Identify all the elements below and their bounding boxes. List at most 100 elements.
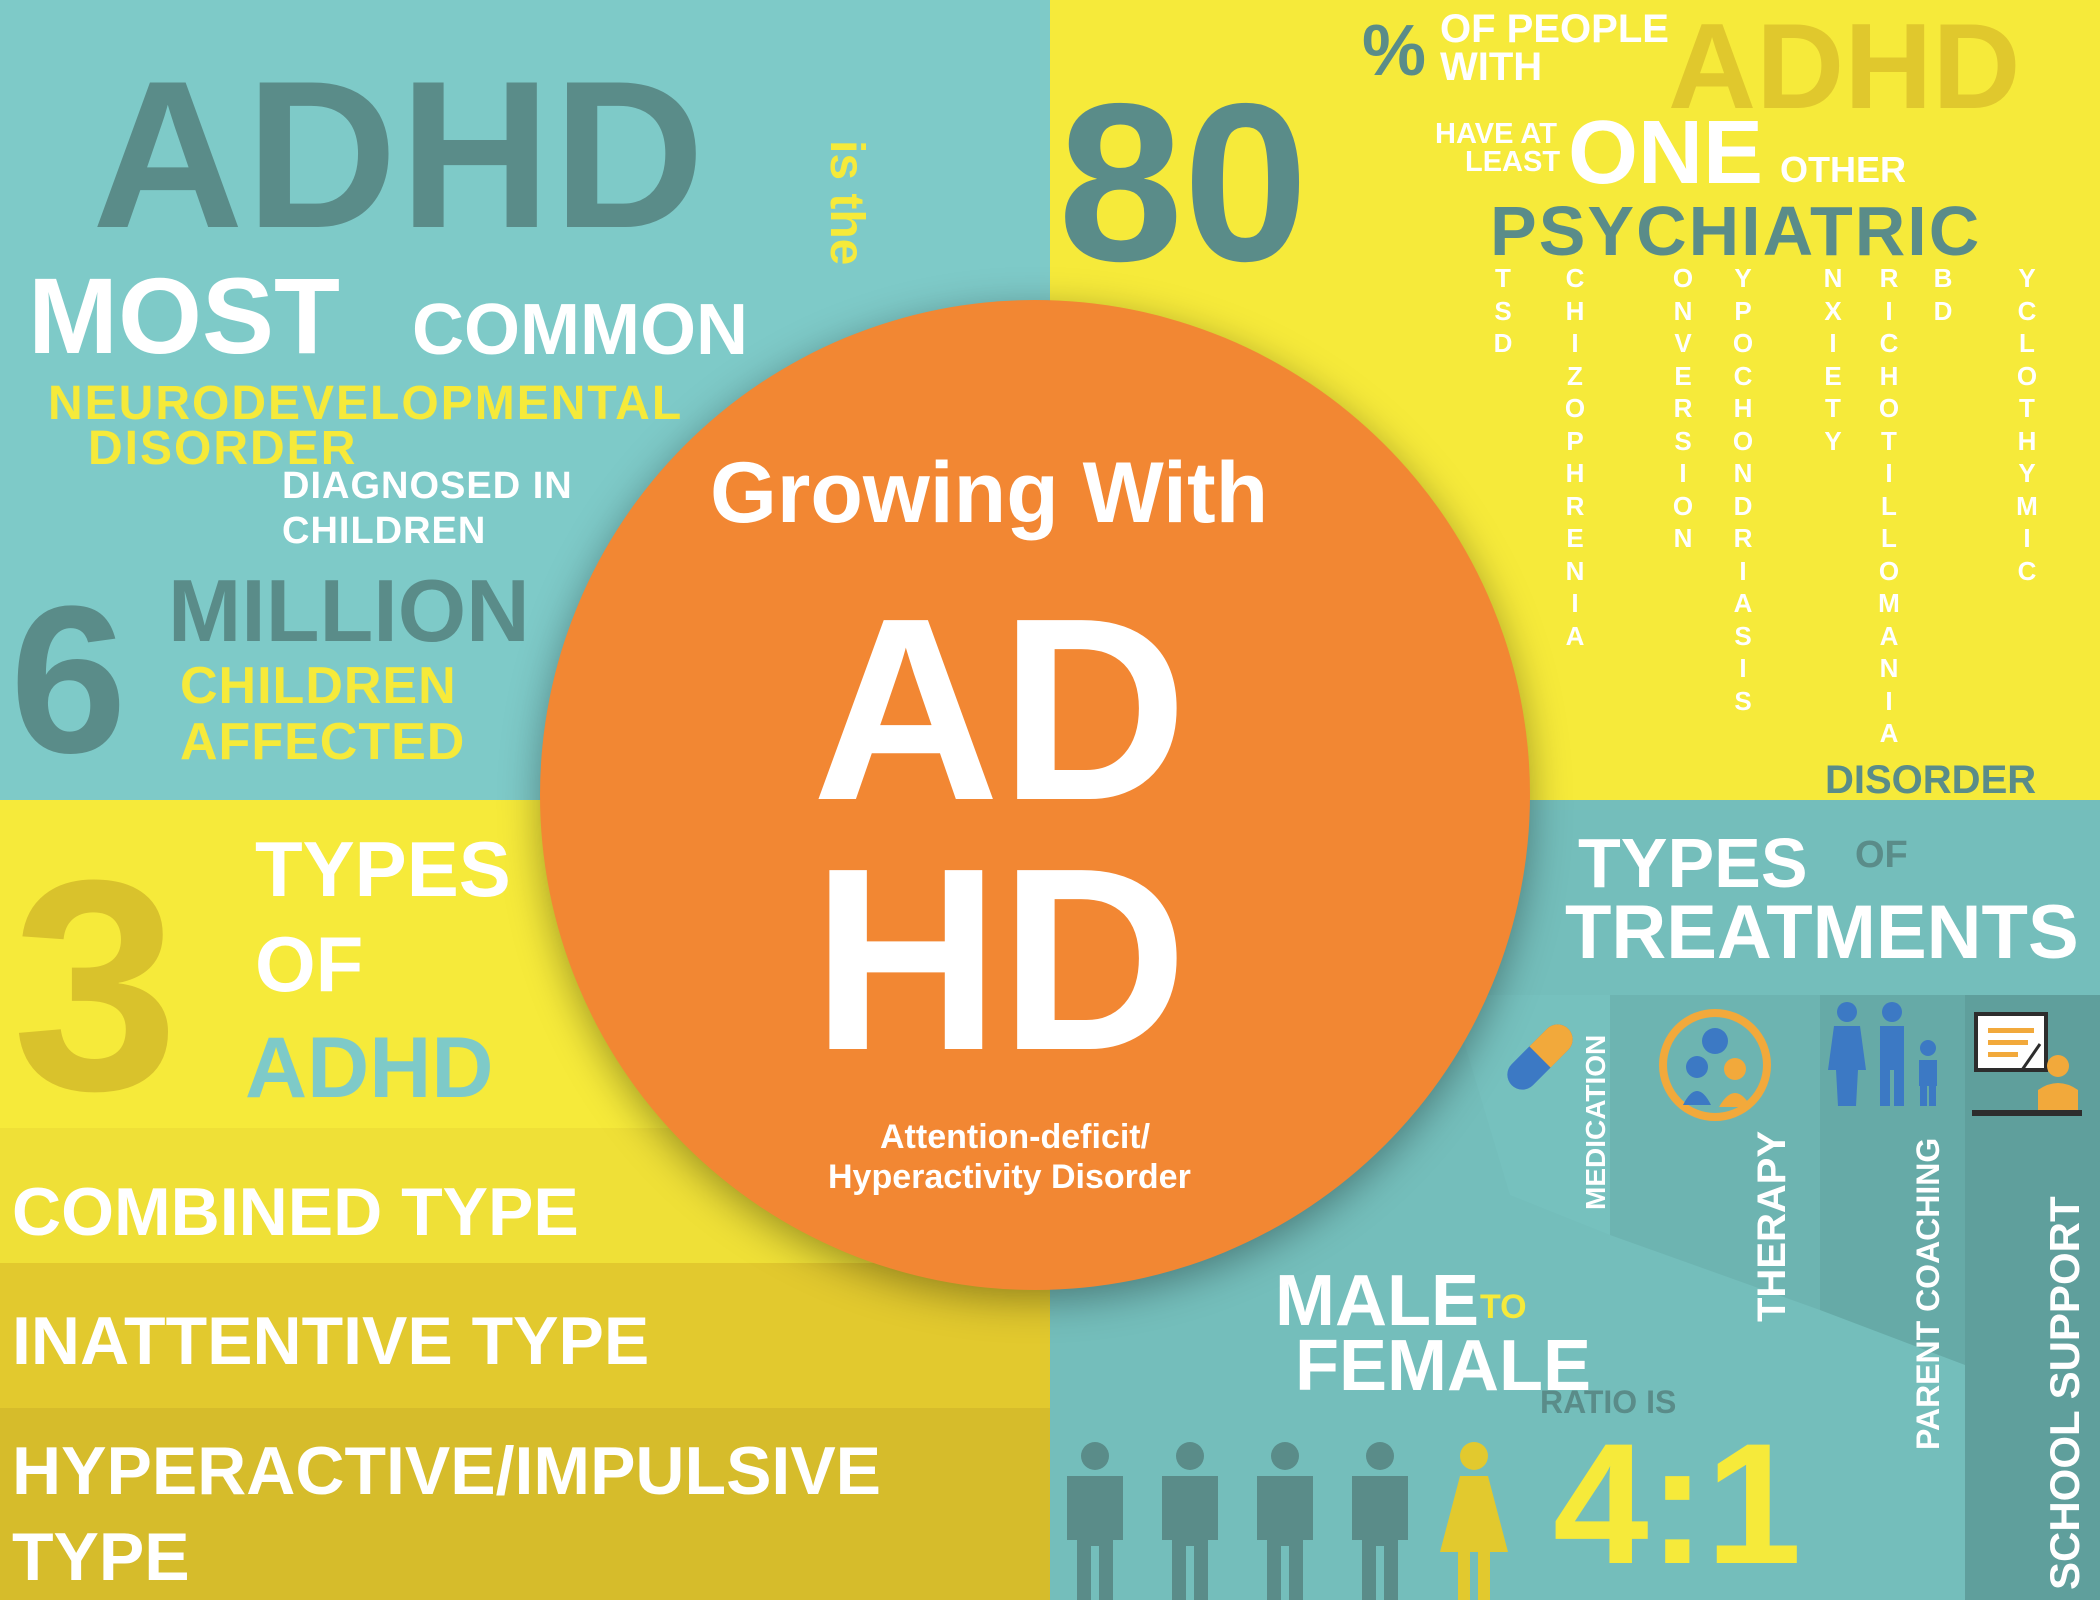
common-label: COMMON (412, 290, 748, 370)
band-combined-text: COMBINED TYPE (12, 1174, 579, 1250)
is-the-vertical: is the (820, 140, 873, 266)
column-letter: T (2019, 393, 2035, 423)
one-label: ONE (1568, 103, 1764, 203)
column-letter: N (1823, 263, 1843, 293)
column-letter: I (2023, 523, 2031, 553)
growing-with-label: Growing With (710, 445, 1269, 541)
other-label: OTHER (1780, 149, 1906, 190)
column-letter: E (1674, 360, 1692, 391)
column-letter: D (1733, 490, 1753, 521)
column-letter: R (1565, 490, 1585, 521)
column-letter: R (1733, 523, 1753, 553)
column-letter: I (1885, 458, 1893, 488)
column-letter: S (1734, 620, 1752, 651)
female-figure-icon (1440, 1442, 1508, 1600)
subtitle-line1: Attention-deficit/ (880, 1118, 1151, 1156)
column-letter: Y (1824, 425, 1842, 456)
types-label: TYPES (255, 825, 511, 913)
neurodevelopmental-label: NEURODEVELOPMENTAL (48, 377, 684, 430)
column-letter: X (1824, 295, 1842, 326)
therapy-people-icon (1659, 1009, 1771, 1121)
column-letter: P (1734, 295, 1752, 326)
column-letter: C (1733, 360, 1753, 391)
column-letter: O (1672, 490, 1694, 521)
column-letter: C (2017, 555, 2037, 586)
column-letter: D (1933, 295, 1953, 326)
hd-label: HD (812, 815, 1188, 1105)
column-letter: C (1879, 328, 1899, 358)
column-letter: N (1673, 523, 1693, 553)
treatments-label: TREATMENTS (1565, 890, 2079, 975)
percent-sign: % (1362, 11, 1427, 91)
affected-label: AFFECTED (180, 713, 466, 771)
column-letter: I (1885, 295, 1893, 326)
disorder-right-label: DISORDER (1825, 758, 2037, 802)
column-letter: S (1494, 295, 1512, 326)
column-letter: O (1732, 425, 1754, 456)
column-letter: I (1739, 555, 1747, 586)
male-label: MALE (1275, 1261, 1479, 1341)
column-letter: O (2016, 360, 2038, 391)
column-letter: C (2017, 295, 2037, 326)
column-letter: A (1879, 718, 1899, 748)
column-letter: N (1565, 555, 1585, 586)
male-figure-icon (1257, 1442, 1313, 1600)
band-inattentive-bg (0, 1263, 1050, 1408)
column-letter: A (1733, 588, 1753, 618)
column-letter: V (1674, 328, 1692, 358)
band-hyperactive-bg (0, 1408, 1050, 1600)
column-letter: I (1679, 458, 1687, 488)
million-label: MILLION (168, 561, 530, 660)
children-yellow-label: CHILDREN (180, 657, 457, 715)
column-letter: Z (1567, 360, 1583, 391)
of-people-label: OF PEOPLE (1440, 7, 1669, 51)
three-number: 3 (12, 817, 179, 1153)
column-letter: L (2019, 328, 2035, 358)
diagnosed-in-label: DIAGNOSED IN (282, 465, 573, 507)
column-letter: N (1673, 295, 1693, 326)
least-label: LEAST (1465, 146, 1561, 178)
column-letter: I (1571, 588, 1579, 618)
column-letter: A (1565, 620, 1585, 651)
column-letter: N (1733, 458, 1753, 488)
column-letter: R (1879, 263, 1899, 293)
adhd-faded-headline: ADHD (1668, 0, 2021, 134)
col-medication-bg (1450, 995, 1610, 1235)
family-icon (1828, 1002, 1937, 1106)
male-figure-icon (1352, 1442, 1408, 1600)
column-letter: M (2016, 490, 2038, 521)
column-letter: T (1825, 393, 1841, 423)
label-therapy: THERAPY (1750, 1130, 1794, 1322)
column-letter: D (1493, 328, 1513, 358)
column-letter: L (1881, 490, 1897, 521)
column-letter: O (1732, 328, 1754, 358)
column-letter: H (1565, 458, 1585, 488)
column-letter: S (1674, 425, 1692, 456)
to-label: TO (1480, 1288, 1527, 1326)
column-letter: I (1571, 328, 1579, 358)
band-hyperactive-text-1: HYPERACTIVE/IMPULSIVE (12, 1433, 882, 1509)
psychiatric-label: PSYCHIATRIC (1490, 192, 1982, 270)
column-letter: I (1885, 685, 1893, 716)
column-letter: L (1881, 523, 1897, 553)
column-letter: O (1878, 555, 1900, 586)
eighty-number: 80 (1058, 56, 1309, 308)
column-letter: H (1879, 360, 1899, 391)
children-white-label: CHILDREN (282, 510, 487, 552)
column-letter: E (1566, 523, 1584, 553)
male-figure-icon (1067, 1442, 1123, 1600)
of-label: OF (255, 920, 364, 1008)
column-letter: H (1565, 295, 1585, 326)
column-letter: I (1739, 653, 1747, 683)
column-letter: H (1733, 393, 1753, 423)
label-school-support: SCHOOL SUPPORT (2041, 1196, 2088, 1590)
column-letter: A (1879, 620, 1899, 651)
column-letter: N (1879, 653, 1899, 683)
female-label: FEMALE (1295, 1326, 1591, 1406)
